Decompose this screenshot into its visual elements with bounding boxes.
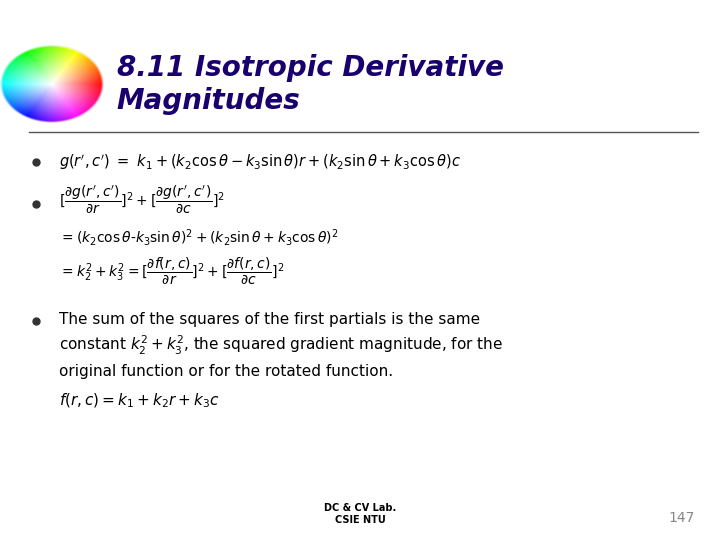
Text: $=k_2^2 + k_3^2 = [\dfrac{\partial f(r,c)}{\partial r}]^2+[\dfrac{\partial f(r,c: $=k_2^2 + k_3^2 = [\dfrac{\partial f(r,c… xyxy=(59,256,284,287)
Text: 147: 147 xyxy=(668,511,695,525)
Text: Magnitudes: Magnitudes xyxy=(117,87,300,116)
Text: 8.11 Isotropic Derivative: 8.11 Isotropic Derivative xyxy=(117,54,504,82)
Text: original function or for the rotated function.: original function or for the rotated fun… xyxy=(59,364,393,379)
Text: constant $k_2^2 + k_3^2$, the squared gradient magnitude, for the: constant $k_2^2 + k_3^2$, the squared gr… xyxy=(59,334,503,357)
Text: DC & CV Lab.
CSIE NTU: DC & CV Lab. CSIE NTU xyxy=(324,503,396,525)
Text: $g(r', c') \ = \ k_1 + (k_2\cos\theta - k_3\sin\theta)r + (k_2\sin\theta + k_3\c: $g(r', c') \ = \ k_1 + (k_2\cos\theta - … xyxy=(59,152,461,172)
Text: $f(r,c) = k_1 + k_2 r + k_3 c$: $f(r,c) = k_1 + k_2 r + k_3 c$ xyxy=(59,392,220,410)
Text: $[\dfrac{\partial g(r',c')}{\partial r}]^2+[\dfrac{\partial g(r',c')}{\partial c: $[\dfrac{\partial g(r',c')}{\partial r}]… xyxy=(59,184,225,216)
Text: The sum of the squares of the first partials is the same: The sum of the squares of the first part… xyxy=(59,312,480,327)
Text: $=(k_2\cos\theta\text{-}k_3\sin\theta)^2 + (k_2\sin\theta + k_3\cos\theta)^2$: $=(k_2\cos\theta\text{-}k_3\sin\theta)^2… xyxy=(59,227,338,248)
